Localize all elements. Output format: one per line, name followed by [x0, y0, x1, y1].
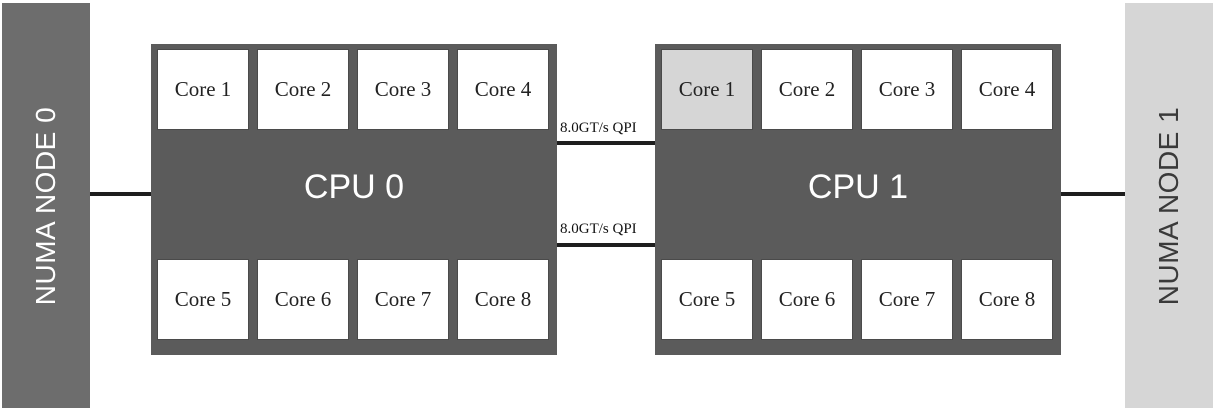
cpu0-core-3: Core 3 — [357, 49, 449, 130]
numa-node-0: NUMA NODE 0 — [2, 3, 90, 408]
cpu1-core-3: Core 3 — [861, 49, 953, 130]
numa-node-0-label: NUMA NODE 0 — [30, 106, 61, 305]
qpi-link-bottom — [557, 243, 655, 247]
qpi-label-bottom: 8.0GT/s QPI — [560, 221, 637, 237]
cpu0-core-2: Core 2 — [257, 49, 349, 130]
cpu1-core-8: Core 8 — [961, 259, 1053, 340]
cpu-0: Core 1 Core 2 Core 3 Core 4 CPU 0 Core 5… — [151, 44, 557, 355]
numa0-cpu0-link — [90, 192, 151, 196]
qpi-label-top: 8.0GT/s QPI — [560, 120, 637, 136]
numa-node-1: NUMA NODE 1 — [1125, 3, 1213, 408]
cpu0-core-4: Core 4 — [457, 49, 549, 130]
cpu-1: Core 1 Core 2 Core 3 Core 4 CPU 1 Core 5… — [655, 44, 1061, 355]
cpu1-core-4: Core 4 — [961, 49, 1053, 130]
cpu-1-label: CPU 1 — [807, 168, 909, 206]
cpu0-core-5: Core 5 — [157, 259, 249, 340]
cpu1-core-7: Core 7 — [861, 259, 953, 340]
cpu-0-label: CPU 0 — [303, 168, 405, 206]
numa-node-1-label: NUMA NODE 1 — [1153, 106, 1184, 305]
cpu0-core-6: Core 6 — [257, 259, 349, 340]
qpi-link-top — [557, 141, 655, 145]
cpu0-core-8: Core 8 — [457, 259, 549, 340]
cpu1-core-2: Core 2 — [761, 49, 853, 130]
cpu1-core-1: Core 1 — [661, 49, 753, 130]
cpu0-core-7: Core 7 — [357, 259, 449, 340]
cpu0-core-1: Core 1 — [157, 49, 249, 130]
cpu1-numa1-link — [1061, 192, 1125, 196]
cpu1-core-6: Core 6 — [761, 259, 853, 340]
cpu1-core-5: Core 5 — [661, 259, 753, 340]
